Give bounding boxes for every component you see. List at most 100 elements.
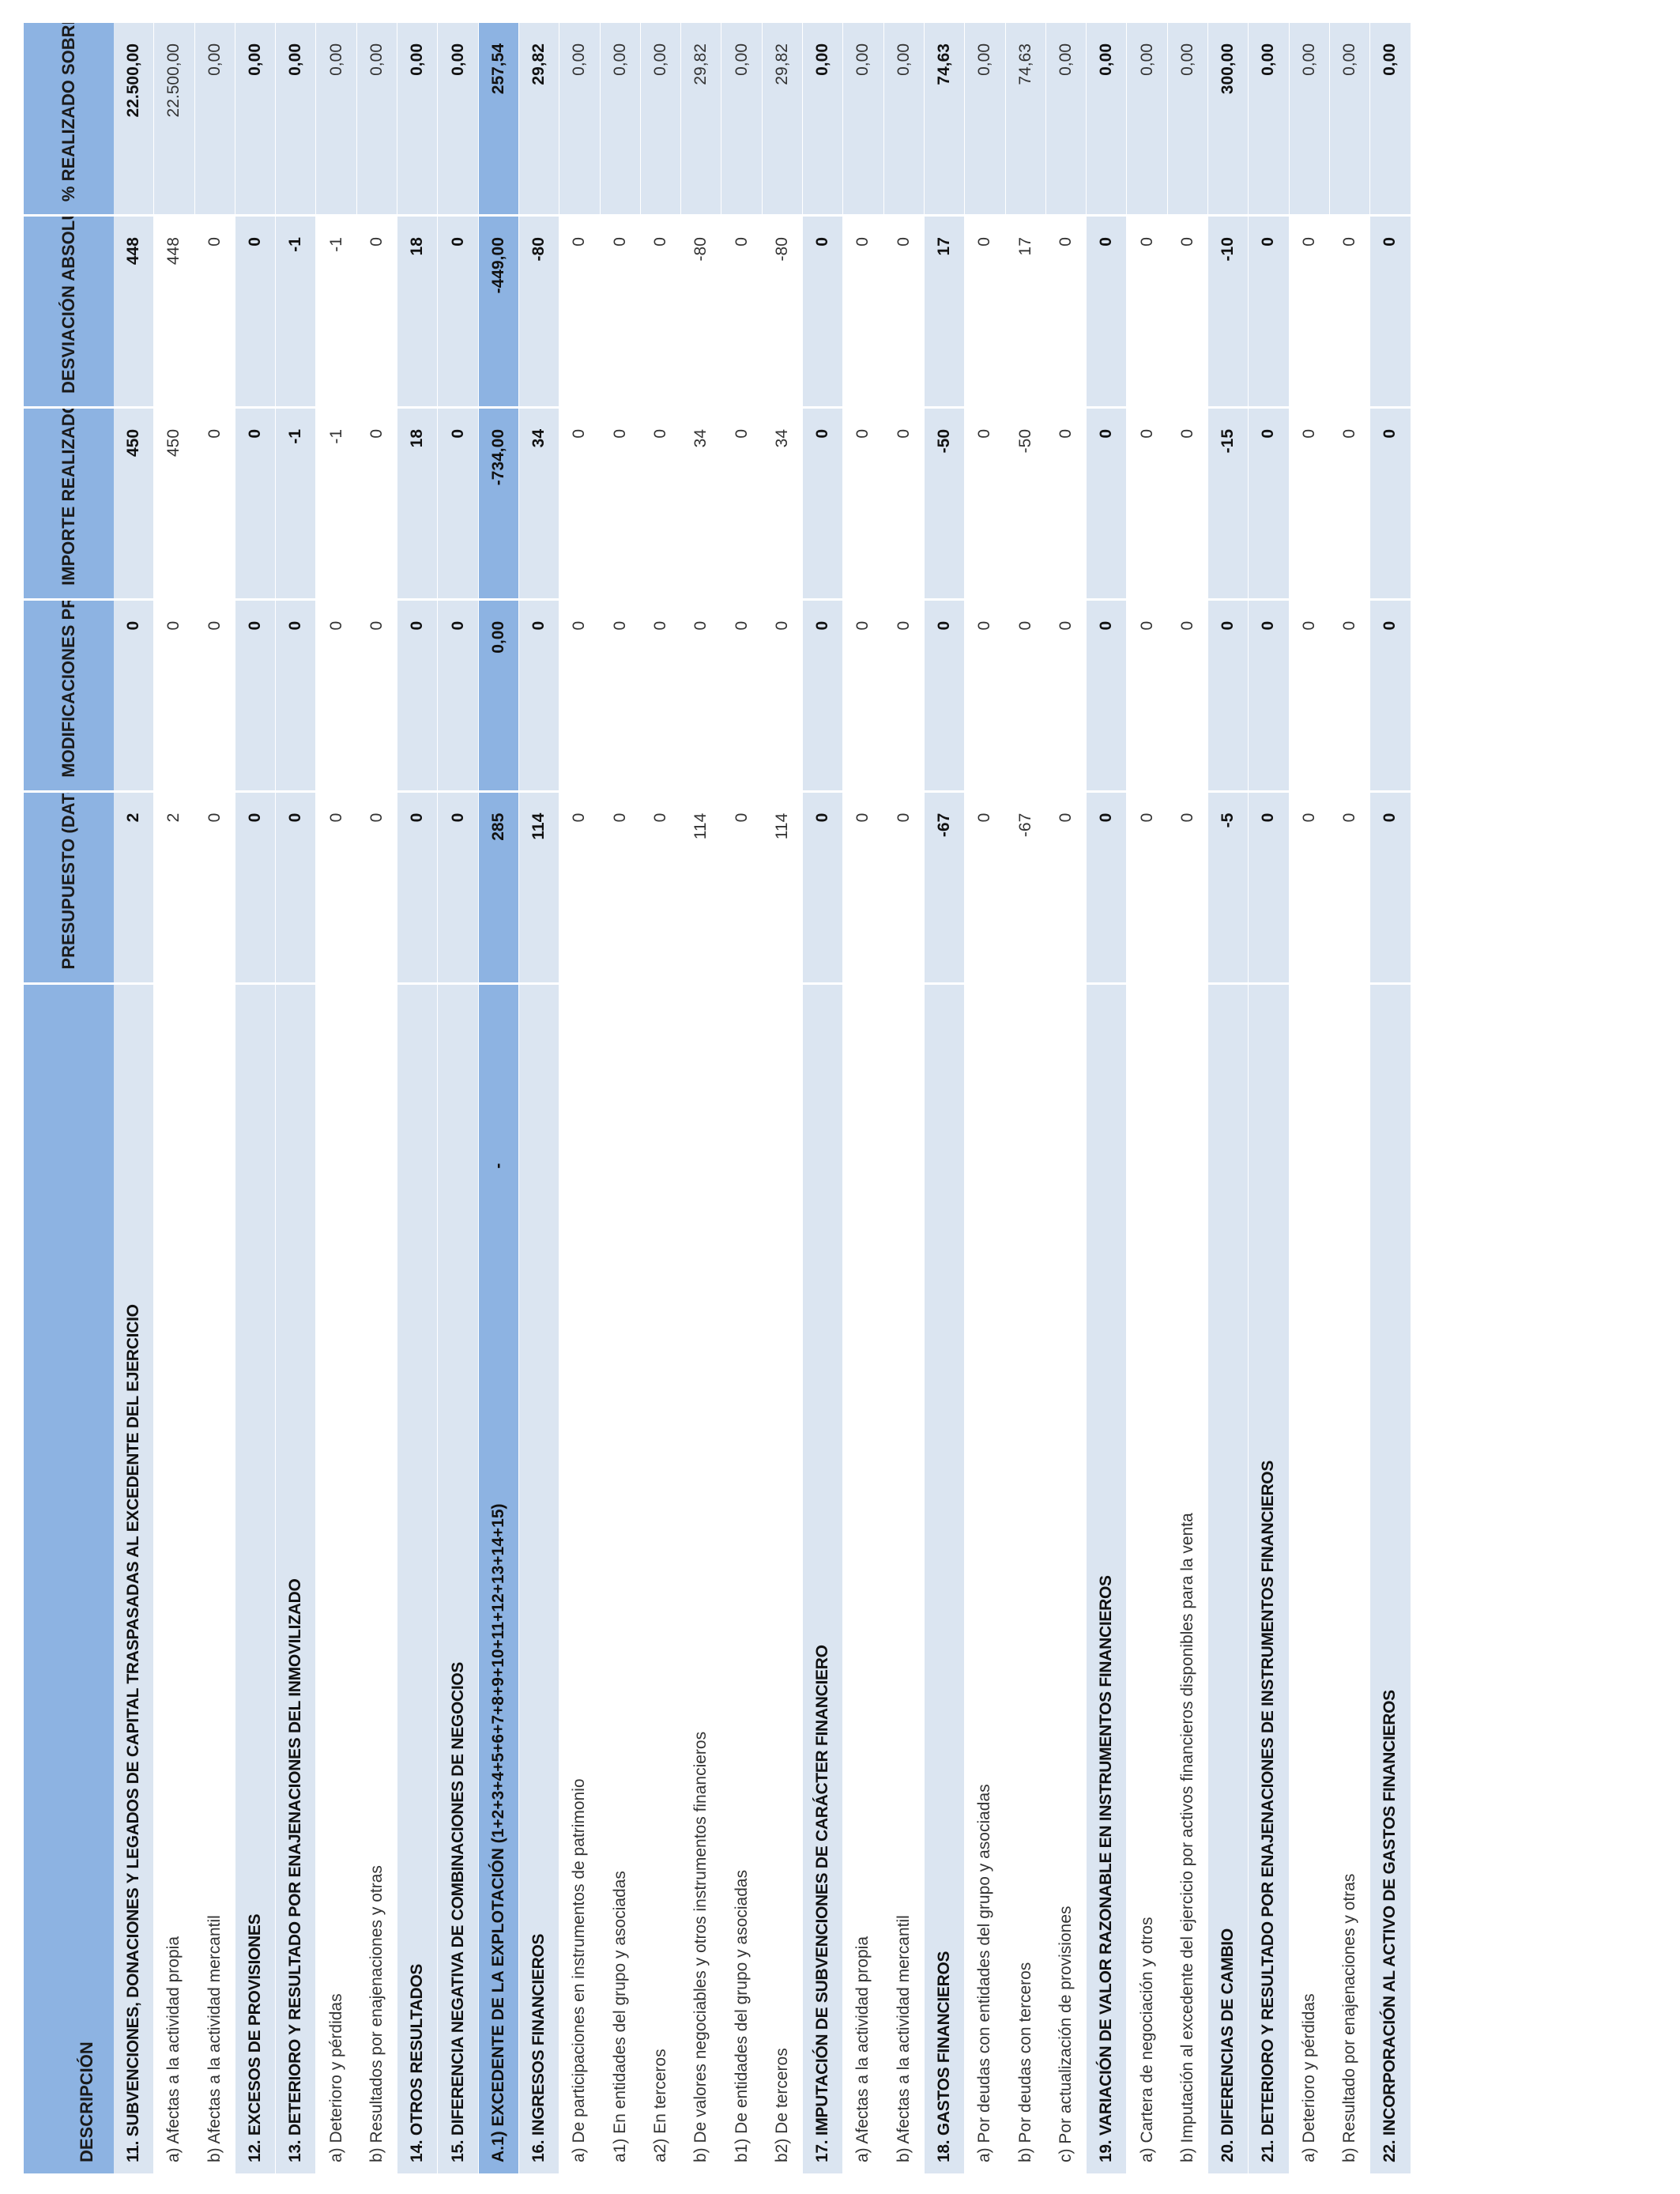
cell-descripcion: b2) De terceros [762, 982, 804, 2173]
cell-modificaciones: 0 [438, 598, 479, 790]
header-importe: IMPORTE REALIZADO [24, 405, 114, 598]
cell-importe: -50 [924, 405, 966, 598]
cell-descripcion: a) Cartera de negociación y otros [1127, 982, 1168, 2173]
header-descripcion: DESCRIPCIÓN [24, 982, 114, 2173]
table-row: a) Afectas a la actividad propia 0 0 0 0 0,00 [843, 21, 884, 2173]
cell-desviacion: 448 [154, 214, 195, 406]
cell-modificaciones: 0 [1045, 598, 1087, 790]
cell-descripcion: 12. EXCESOS DE PROVISIONES [235, 982, 277, 2173]
cell-presupuesto: 0 [1329, 790, 1371, 982]
table-row: b) Imputación al excedente del ejercicio… [1167, 21, 1209, 2173]
cell-descripcion: b) Resultados por enajenaciones y otras [356, 982, 398, 2173]
cell-porcentaje: 0,00 [1249, 21, 1290, 215]
cell-desviacion: 0 [438, 214, 479, 406]
cell-presupuesto: 0 [1370, 790, 1411, 982]
cell-desviacion: 18 [397, 214, 439, 406]
cell-dash: - [488, 1163, 507, 1169]
cell-descripcion: b) Por deudas con terceros [1005, 982, 1046, 2173]
table-row: 13. DETERIORO Y RESULTADO POR ENAJENACIO… [276, 21, 317, 2173]
cell-descripcion: a) Afectas a la actividad propia [843, 982, 884, 2173]
cell-porcentaje: 0,00 [397, 21, 439, 215]
cell-modificaciones: 0 [154, 598, 195, 790]
cell-importe: 0 [438, 405, 479, 598]
cell-presupuesto: 285 [478, 790, 519, 982]
table-row: 21. DETERIORO Y RESULTADO POR ENAJENACIO… [1249, 21, 1290, 2173]
cell-desviacion: 0 [1127, 214, 1168, 406]
cell-modificaciones: 0 [762, 598, 804, 790]
cell-desviacion: 0 [1289, 214, 1330, 406]
cell-presupuesto: 114 [681, 790, 722, 982]
cell-desviacion: 0 [194, 214, 235, 406]
table-row: 18. GASTOS FINANCIEROS -67 0 -50 17 74,63 [924, 21, 966, 2173]
cell-importe: 0 [559, 405, 601, 598]
table-row: A.1) EXCEDENTE DE LA EXPLOTACIÓN (1+2+3+… [478, 21, 519, 2173]
table-row: 20. DIFERENCIAS DE CAMBIO -5 0 -15 -10 300,00 [1208, 21, 1249, 2173]
cell-importe: -15 [1208, 405, 1249, 598]
cell-porcentaje: 0,00 [1045, 21, 1087, 215]
cell-modificaciones: 0 [1005, 598, 1046, 790]
cell-modificaciones: 0 [1249, 598, 1290, 790]
cell-presupuesto: 0 [843, 790, 884, 982]
cell-presupuesto: 0 [1127, 790, 1168, 982]
table-header: DESCRIPCIÓN PRESUPUESTO (DATOS P.G.E.) M… [24, 21, 114, 2173]
cell-porcentaje: 29,82 [762, 21, 804, 215]
cell-modificaciones: 0 [1329, 598, 1371, 790]
cell-descripcion: a) De participaciones en instrumentos de… [559, 982, 601, 2173]
cell-porcentaje: 0,00 [316, 21, 357, 215]
cell-porcentaje: 22.500,00 [114, 21, 155, 215]
table-row: 14. OTROS RESULTADOS 0 0 18 18 0,00 [397, 21, 439, 2173]
cell-importe: 0 [356, 405, 398, 598]
cell-importe: 450 [154, 405, 195, 598]
cell-porcentaje: 0,00 [883, 21, 925, 215]
cell-descripcion: A.1) EXCEDENTE DE LA EXPLOTACIÓN (1+2+3+… [478, 982, 519, 2173]
table-row: 12. EXCESOS DE PROVISIONES 0 0 0 0 0,00 [235, 21, 277, 2173]
cell-modificaciones: 0 [600, 598, 641, 790]
cell-desviacion: 17 [924, 214, 966, 406]
cell-descripcion: a) Deterioro y pérdidas [316, 982, 357, 2173]
cell-descripcion: b) Imputación al excedente del ejercicio… [1167, 982, 1209, 2173]
cell-descripcion: 11. SUBVENCIONES, DONACIONES Y LEGADOS D… [114, 982, 155, 2173]
cell-presupuesto: 0 [965, 790, 1006, 982]
cell-descripcion: a1) En entidades del grupo y asociadas [600, 982, 641, 2173]
cell-descripcion: c) Por actualización de provisiones [1045, 982, 1087, 2173]
cell-porcentaje: 0,00 [1370, 21, 1411, 215]
table-row: a) Deterioro y pérdidas 0 0 -1 -1 0,00 [316, 21, 357, 2173]
cell-porcentaje: 0,00 [640, 21, 682, 215]
cell-importe: 18 [397, 405, 439, 598]
table-row: 15. DIFERENCIA NEGATIVA DE COMBINACIONES… [438, 21, 479, 2173]
cell-presupuesto: 0 [316, 790, 357, 982]
cell-presupuesto: 0 [397, 790, 439, 982]
cell-desviacion: 0 [965, 214, 1006, 406]
cell-descripcion: b1) De entidades del grupo y asociadas [721, 982, 763, 2173]
cell-desviacion: -80 [681, 214, 722, 406]
cell-importe: 34 [762, 405, 804, 598]
cell-presupuesto: 0 [1087, 790, 1128, 982]
cell-desviacion: 0 [883, 214, 925, 406]
cell-modificaciones: 0 [843, 598, 884, 790]
cell-porcentaje: 0,00 [559, 21, 601, 215]
header-row: DESCRIPCIÓN PRESUPUESTO (DATOS P.G.E.) M… [24, 21, 114, 2173]
cell-modificaciones: 0 [803, 598, 844, 790]
cell-porcentaje: 0,00 [843, 21, 884, 215]
cell-modificaciones: 0 [640, 598, 682, 790]
cell-modificaciones: 0,00 [478, 598, 519, 790]
cell-descripcion: 16. INGRESOS FINANCIEROS [518, 982, 560, 2173]
cell-descripcion: b) Afectas a la actividad mercantil [194, 982, 235, 2173]
cell-desviacion: 0 [600, 214, 641, 406]
cell-desviacion: 0 [640, 214, 682, 406]
cell-modificaciones: 0 [924, 598, 966, 790]
cell-desviacion: 0 [1045, 214, 1087, 406]
cell-desviacion: 0 [803, 214, 844, 406]
cell-modificaciones: 0 [965, 598, 1006, 790]
cell-desviacion: 0 [235, 214, 277, 406]
cell-importe: 0 [1167, 405, 1209, 598]
cell-modificaciones: 0 [681, 598, 722, 790]
cell-porcentaje: 300,00 [1208, 21, 1249, 215]
cell-modificaciones: 0 [1370, 598, 1411, 790]
cell-desviacion: 0 [1249, 214, 1290, 406]
table-row: 22. INCORPORACIÓN AL ACTIVO DE GASTOS FI… [1370, 21, 1411, 2173]
cell-importe: -1 [276, 405, 317, 598]
table-row: 11. SUBVENCIONES, DONACIONES Y LEGADOS D… [114, 21, 155, 2173]
cell-descripcion: b) Resultado por enajenaciones y otras [1329, 982, 1371, 2173]
cell-porcentaje: 29,82 [518, 21, 560, 215]
